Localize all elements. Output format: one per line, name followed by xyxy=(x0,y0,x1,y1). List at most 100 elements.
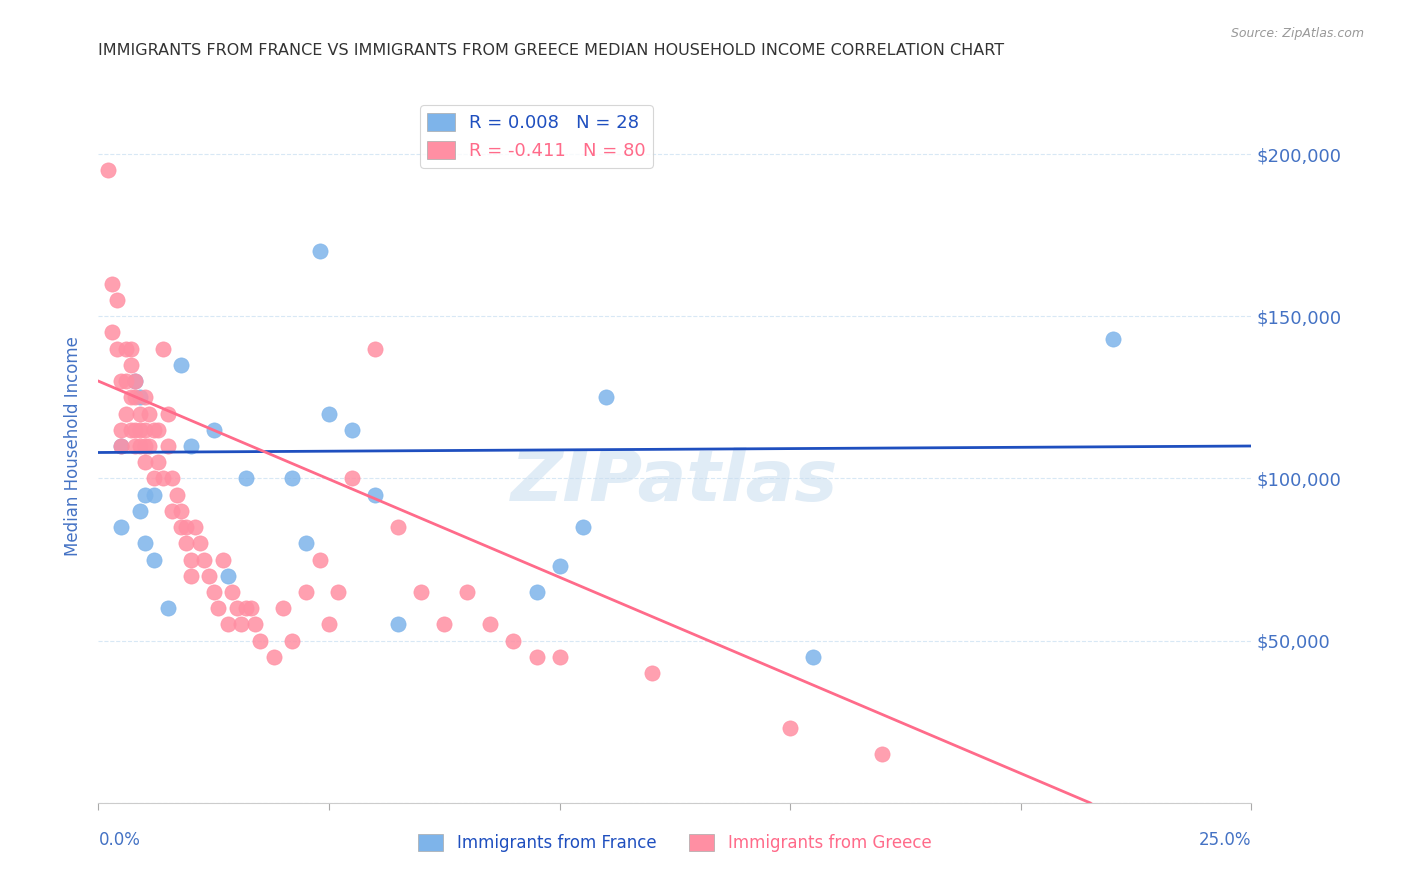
Point xyxy=(641,666,664,681)
Point xyxy=(548,559,571,574)
Point xyxy=(295,585,318,599)
Point xyxy=(202,423,225,437)
Point xyxy=(364,488,387,502)
Point xyxy=(188,536,211,550)
Point xyxy=(124,423,146,437)
Point xyxy=(110,520,132,534)
Point xyxy=(340,423,363,437)
Point xyxy=(156,439,179,453)
Point xyxy=(129,407,152,421)
Point xyxy=(148,455,170,469)
Point xyxy=(115,342,138,356)
Point xyxy=(156,601,179,615)
Point xyxy=(120,390,142,404)
Point xyxy=(105,293,128,307)
Point xyxy=(166,488,188,502)
Point xyxy=(239,601,262,615)
Point xyxy=(548,649,571,664)
Point xyxy=(129,390,152,404)
Point xyxy=(170,504,193,518)
Point xyxy=(174,536,197,550)
Point xyxy=(193,552,215,566)
Point xyxy=(101,326,124,340)
Point xyxy=(207,601,229,615)
Point xyxy=(148,423,170,437)
Point xyxy=(801,649,824,664)
Point xyxy=(110,439,132,453)
Point xyxy=(180,568,202,582)
Point xyxy=(120,423,142,437)
Point xyxy=(120,342,142,356)
Point xyxy=(295,536,318,550)
Point xyxy=(124,390,146,404)
Point xyxy=(328,585,350,599)
Point xyxy=(387,520,409,534)
Point xyxy=(263,649,285,664)
Point xyxy=(456,585,478,599)
Point xyxy=(134,455,156,469)
Point xyxy=(124,439,146,453)
Point xyxy=(174,520,197,534)
Point xyxy=(142,552,165,566)
Point xyxy=(142,423,165,437)
Point xyxy=(115,407,138,421)
Text: 25.0%: 25.0% xyxy=(1199,831,1251,849)
Point xyxy=(433,617,456,632)
Point xyxy=(184,520,207,534)
Point xyxy=(364,342,387,356)
Point xyxy=(101,277,124,291)
Point xyxy=(872,747,894,761)
Point xyxy=(142,488,165,502)
Point xyxy=(411,585,433,599)
Point xyxy=(180,552,202,566)
Point xyxy=(156,407,179,421)
Text: ZIPatlas: ZIPatlas xyxy=(512,447,838,516)
Point xyxy=(526,649,548,664)
Text: IMMIGRANTS FROM FRANCE VS IMMIGRANTS FROM GREECE MEDIAN HOUSEHOLD INCOME CORRELA: IMMIGRANTS FROM FRANCE VS IMMIGRANTS FRO… xyxy=(98,43,1004,58)
Point xyxy=(129,504,152,518)
Point xyxy=(160,471,183,485)
Point xyxy=(120,358,142,372)
Text: 0.0%: 0.0% xyxy=(98,831,141,849)
Point xyxy=(124,374,146,388)
Point xyxy=(152,471,174,485)
Point xyxy=(281,633,304,648)
Point xyxy=(160,504,183,518)
Point xyxy=(129,423,152,437)
Point xyxy=(110,374,132,388)
Point xyxy=(138,439,160,453)
Point xyxy=(231,617,253,632)
Point xyxy=(129,439,152,453)
Point xyxy=(134,488,156,502)
Point xyxy=(110,439,132,453)
Point xyxy=(97,163,120,178)
Point xyxy=(1102,332,1125,346)
Point xyxy=(134,423,156,437)
Point xyxy=(134,390,156,404)
Point xyxy=(170,520,193,534)
Point xyxy=(138,407,160,421)
Point xyxy=(387,617,409,632)
Point xyxy=(180,439,202,453)
Y-axis label: Median Household Income: Median Household Income xyxy=(65,336,83,556)
Point xyxy=(479,617,502,632)
Point xyxy=(318,617,340,632)
Point xyxy=(245,617,267,632)
Point xyxy=(212,552,235,566)
Point xyxy=(202,585,225,599)
Point xyxy=(217,617,239,632)
Point xyxy=(340,471,363,485)
Point xyxy=(595,390,617,404)
Point xyxy=(124,374,146,388)
Point xyxy=(271,601,294,615)
Point xyxy=(281,471,304,485)
Point xyxy=(502,633,524,648)
Point xyxy=(142,471,165,485)
Legend: Immigrants from France, Immigrants from Greece: Immigrants from France, Immigrants from … xyxy=(412,827,938,859)
Point xyxy=(170,358,193,372)
Point xyxy=(779,721,801,735)
Point xyxy=(235,601,257,615)
Point xyxy=(308,244,330,259)
Point xyxy=(221,585,243,599)
Point xyxy=(217,568,239,582)
